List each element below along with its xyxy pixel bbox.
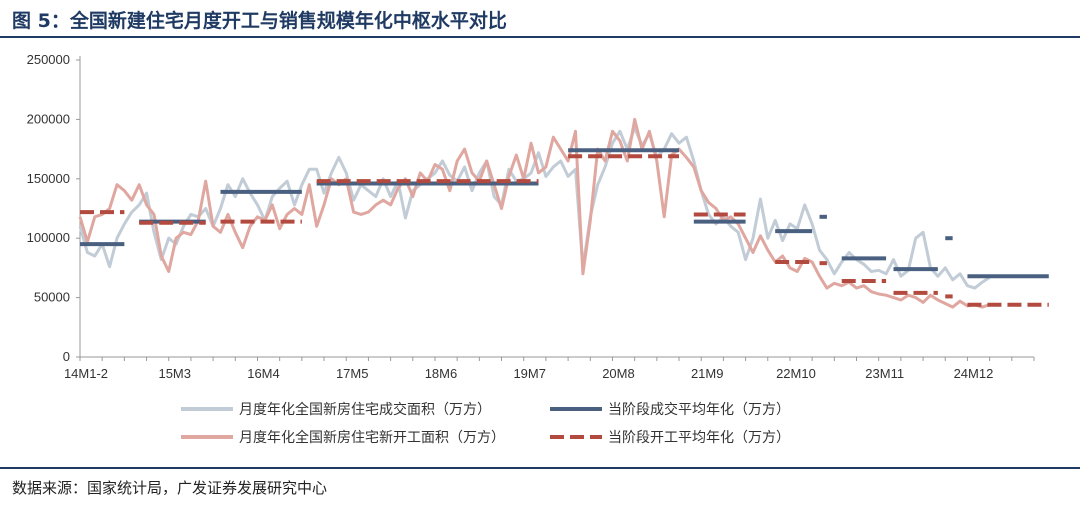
y-tick-label: 0 (63, 349, 70, 364)
x-tick-label: 17M5 (336, 366, 369, 381)
y-tick-label: 50000 (34, 290, 70, 305)
legend-sales-monthly: 月度年化全国新房住宅成交面积（万方） (181, 401, 491, 418)
y-tick-label: 100000 (27, 230, 70, 245)
x-tick-label: 14M1-2 (64, 366, 108, 381)
x-tick-label: 24M12 (954, 366, 994, 381)
axes-layer: 0 50000 100000 150000 200000 250000 14M1-2 15M3… (27, 52, 1035, 381)
legend-label: 月度年化全国新房住宅成交面积（万方） (239, 401, 491, 418)
bottom-rule (0, 467, 1080, 469)
x-tick-label: 18M6 (425, 366, 458, 381)
x-tick-label: 20M8 (602, 366, 635, 381)
starts-monthly-line (78, 117, 991, 309)
legend-label: 当阶段开工平均年化（万方） (608, 430, 790, 446)
y-tick-label: 150000 (27, 171, 70, 186)
x-tick-label: 15M3 (158, 366, 191, 381)
legend-starts-monthly: 月度年化全国新房住宅新开工面积（万方） (181, 429, 505, 446)
series-layer (78, 117, 1049, 309)
x-tick-label: 23M11 (865, 366, 904, 381)
chart-title: 图 5：全国新建住宅月度开工与销售规模年化中枢水平对比 (12, 10, 507, 32)
legend-label: 当阶段成交平均年化（万方） (608, 401, 790, 418)
chart: 0 50000 100000 150000 200000 250000 14M1-2 15M3… (27, 52, 1049, 446)
sales-monthly-line (78, 126, 991, 290)
x-tick-label: 19M7 (513, 366, 546, 381)
y-tick-label: 200000 (27, 111, 70, 126)
source-note: 数据来源：国家统计局，广发证券发展研究中心 (12, 479, 328, 497)
x-tick-label: 16M4 (247, 366, 280, 381)
legend-sales-average: 当阶段成交平均年化（万方） (550, 401, 790, 418)
x-tick-label: 21M9 (691, 366, 724, 381)
title-bar: 图 5：全国新建住宅月度开工与销售规模年化中枢水平对比 (0, 0, 1080, 36)
legend-starts-average: 当阶段开工平均年化（万方） (550, 430, 790, 446)
x-tick-label: 22M10 (776, 366, 816, 381)
legend-label: 月度年化全国新房住宅新开工面积（万方） (239, 429, 505, 446)
y-tick-label: 250000 (27, 52, 70, 67)
top-rule (0, 36, 1080, 38)
legend: 月度年化全国新房住宅成交面积（万方） 当阶段成交平均年化（万方） 月度年化全国新房住… (181, 401, 790, 446)
